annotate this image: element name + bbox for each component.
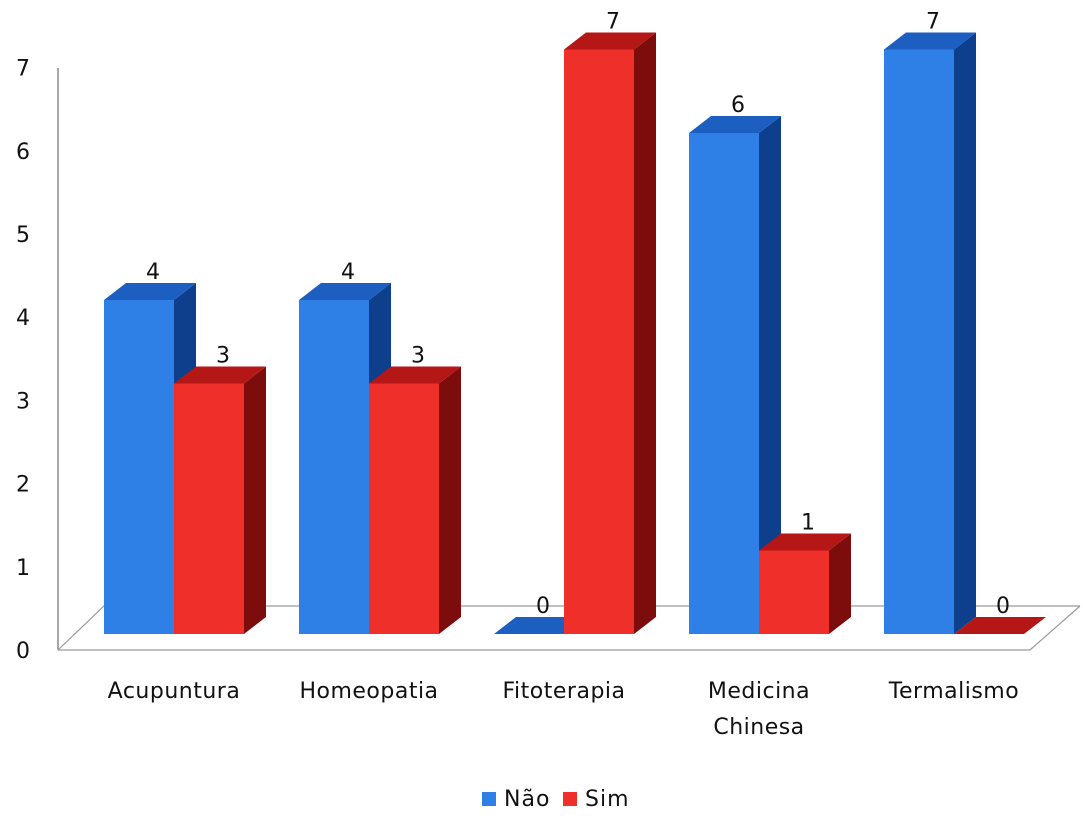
data-label: 0 [996,594,1010,619]
x-tick-label: Fitoterapia [503,679,626,704]
y-tick-label: 2 [16,473,30,498]
y-tick-label: 6 [16,140,30,165]
floor-front-edge [58,605,1081,651]
bar-top-face [759,533,851,551]
bar-top-face [884,32,976,50]
bar-side-face [954,32,976,634]
bar-sim-0 [174,366,266,634]
bar-no-2 [494,617,586,634]
data-label: 6 [731,93,745,118]
bar-front-face [369,383,439,634]
data-label: 0 [536,594,550,619]
y-axis-ticks: 0 1 2 3 4 5 6 7 [16,57,30,664]
x-axis-categories: Acupuntura Homeopatia Fitoterapia Medicina C… [108,679,1019,740]
bar-sim-4 [954,617,1046,634]
legend-swatch-0 [482,792,496,806]
bar-top-face [174,366,266,384]
x-tick-label: Termalismo [888,679,1019,704]
bar-top-face [689,116,781,133]
bar-sim-3 [759,533,851,634]
bar-top-face [104,283,196,300]
bar-side-face [439,366,461,634]
y-tick-label: 4 [16,306,30,331]
bar-front-face [689,133,759,634]
legend-label-0: Não [504,787,550,812]
bar-side-face [244,366,266,634]
bars [104,32,1046,634]
x-tick-label: Chinesa [713,715,804,740]
legend-swatch-1 [563,792,577,806]
bar-front-face [759,550,829,634]
bar-front-face [104,300,174,634]
bar-top-face [299,283,391,300]
bar-front-face [174,383,244,634]
y-tick-label: 3 [16,389,30,414]
x-tick-label: Homeopatia [299,679,438,704]
bar-side-face [634,32,656,634]
data-label: 3 [216,344,230,369]
data-label: 1 [801,511,815,536]
data-label: 3 [411,344,425,369]
data-label: 7 [926,10,940,35]
bar-front-face [564,49,634,634]
bar-front-face [884,49,954,634]
bar-side-face [759,116,781,634]
legend-label-1: Sim [585,787,630,812]
y-tick-label: 5 [16,223,30,248]
data-label: 4 [146,260,160,285]
x-tick-label: Acupuntura [108,679,241,704]
bar-top-face [369,366,461,384]
bar-side-face [829,533,851,634]
bar-top-face [564,32,656,50]
bar-front-face [299,300,369,634]
bar-top-face [954,617,1046,634]
bar-no-3 [689,116,781,634]
bar-no-4 [884,32,976,634]
bar-sim-1 [369,366,461,634]
data-labels: 4 3 4 3 0 7 6 1 7 0 [146,10,1010,620]
y-tick-label: 0 [16,639,30,664]
data-label: 7 [606,10,620,35]
y-tick-label: 7 [16,57,30,82]
y-tick-label: 1 [16,556,30,581]
data-label: 4 [341,260,355,285]
bar-top-face [494,617,586,634]
legend: Não Sim [482,787,630,812]
x-tick-label: Medicina [708,679,810,704]
bar-sim-2 [564,32,656,634]
